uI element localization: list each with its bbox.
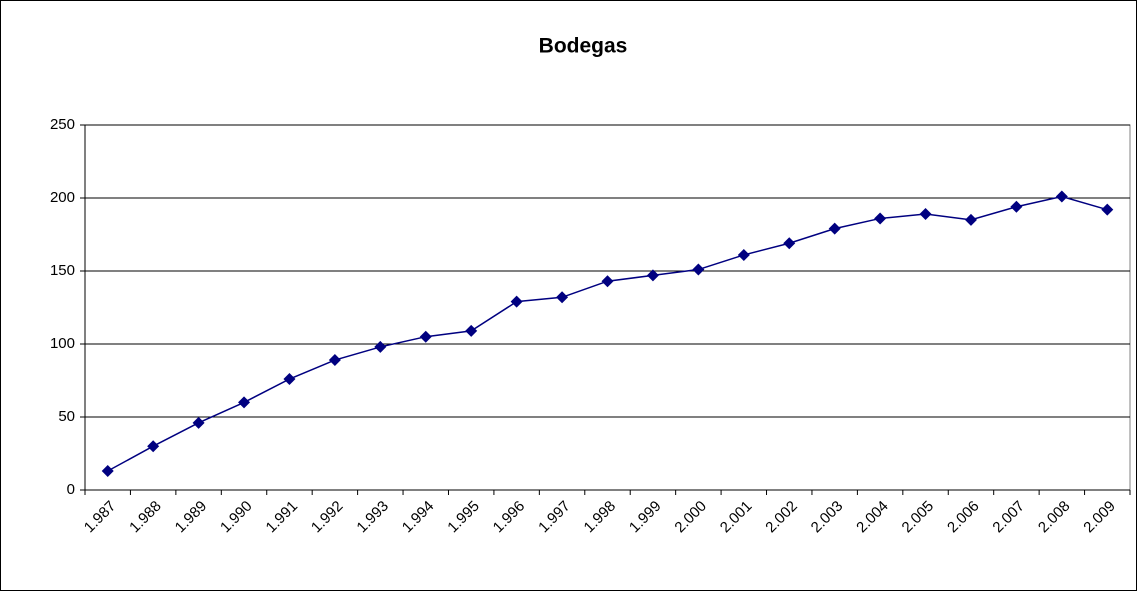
marker (283, 373, 296, 386)
marker (692, 263, 705, 276)
plot-area (84, 124, 1131, 491)
marker (510, 295, 523, 308)
marker (238, 396, 251, 409)
y-tick-label: 150 (50, 262, 75, 279)
marker (374, 340, 387, 353)
marker (874, 212, 887, 225)
y-tick-label: 0 (67, 481, 75, 498)
y-tick-label: 100 (50, 335, 75, 352)
marker (465, 324, 478, 337)
marker (1010, 200, 1023, 213)
marker (192, 416, 205, 429)
marker (556, 291, 569, 304)
marker (419, 330, 432, 343)
marker (783, 237, 796, 250)
y-tick-label: 200 (50, 189, 75, 206)
marker (919, 208, 932, 221)
y-tick-label: 50 (58, 408, 75, 425)
marker (646, 269, 659, 282)
marker (1101, 203, 1114, 216)
marker (828, 222, 841, 235)
marker (964, 213, 977, 226)
marker (328, 354, 341, 367)
y-tick-label: 250 (50, 116, 75, 133)
marker (147, 440, 160, 453)
chart-title: Bodegas (539, 35, 628, 58)
marker (101, 465, 114, 478)
marker (1055, 190, 1068, 203)
marker (737, 248, 750, 261)
marker (601, 275, 614, 288)
